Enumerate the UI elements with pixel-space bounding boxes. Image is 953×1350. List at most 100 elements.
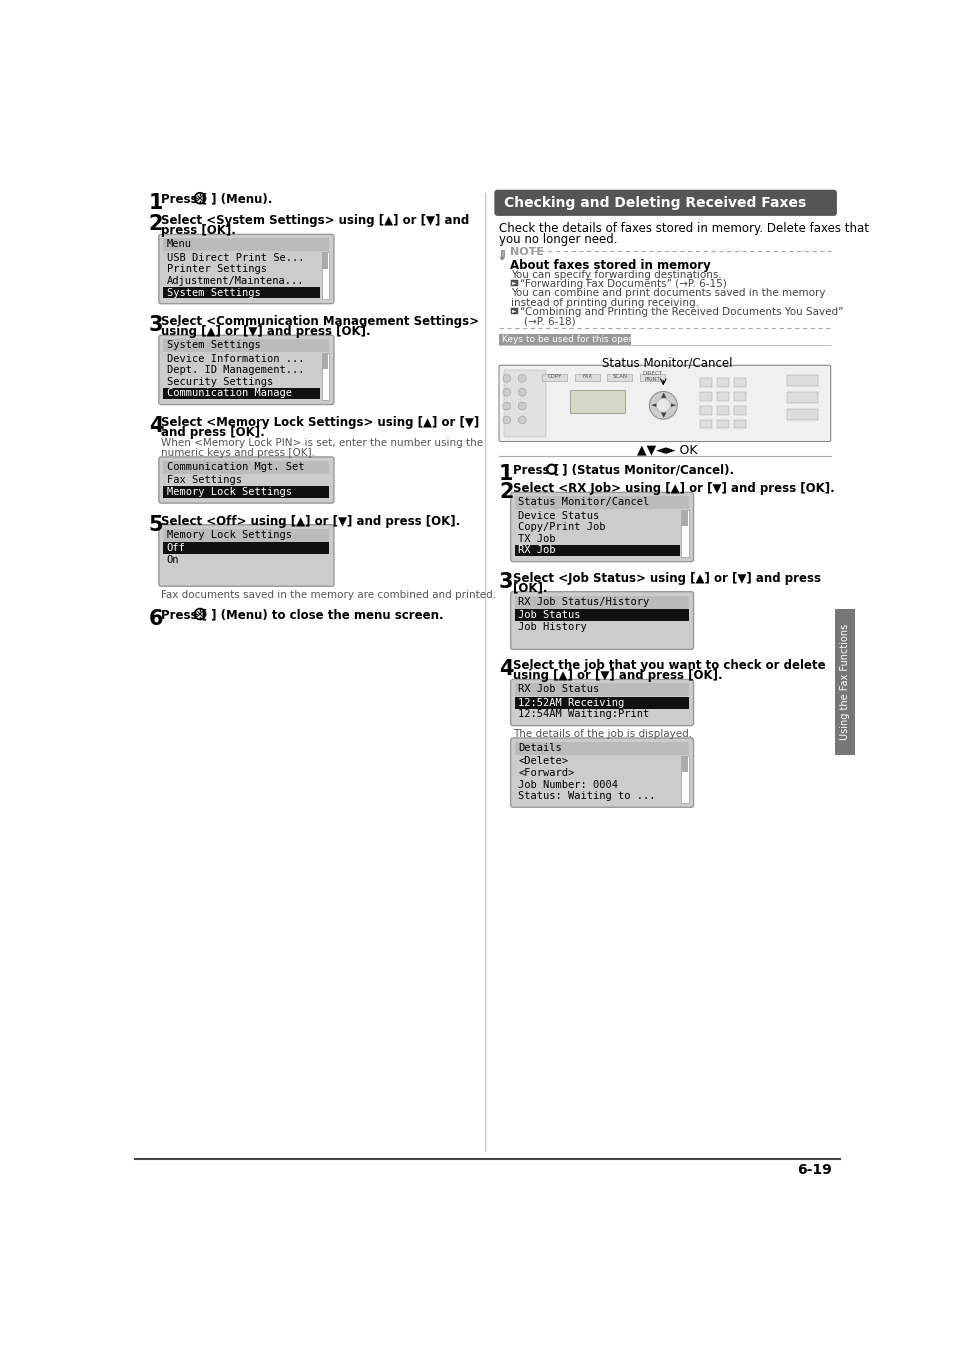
Bar [163,286,319,298]
Text: System Settings: System Settings [167,340,260,350]
Bar [680,510,688,558]
Bar [835,609,855,755]
Circle shape [502,416,510,424]
Text: 2: 2 [149,215,163,235]
Text: Memory Lock Settings: Memory Lock Settings [167,487,292,497]
Bar [322,352,328,370]
FancyBboxPatch shape [158,335,334,405]
Text: ] (Menu).: ] (Menu). [207,193,272,205]
Text: ►: ► [512,308,517,313]
Text: Communication Manage: Communication Manage [167,389,292,398]
Text: On: On [167,555,179,564]
Text: 1: 1 [149,193,163,213]
Text: Press [: Press [ [161,193,211,205]
Bar [733,406,745,414]
Text: press [OK].: press [OK]. [161,224,235,238]
Bar [607,374,632,382]
Text: Security Settings: Security Settings [167,377,273,387]
Bar [515,741,688,755]
Text: Using the Fax Functions: Using the Fax Functions [840,624,849,740]
FancyBboxPatch shape [158,235,334,304]
Bar [498,335,630,346]
Text: ▼: ▼ [659,412,665,418]
FancyBboxPatch shape [510,679,693,726]
Bar [699,378,711,387]
Text: Select <Job Status> using [▲] or [▼] and press: Select <Job Status> using [▲] or [▼] and… [513,571,821,585]
Bar [699,393,711,401]
Bar [699,406,711,414]
Text: Printer Settings: Printer Settings [167,265,266,274]
Bar [699,420,711,428]
Text: The details of the job is displayed.: The details of the job is displayed. [513,729,691,740]
Text: Select <Communication Management Settings>: Select <Communication Management Setting… [161,316,478,328]
Bar [680,756,688,803]
Text: Fax documents saved in the memory are combined and printed.: Fax documents saved in the memory are co… [161,590,496,601]
Text: <Delete>: <Delete> [517,756,568,767]
Text: When <Memory Lock PIN> is set, enter the number using the: When <Memory Lock PIN> is set, enter the… [161,439,483,448]
Text: you no longer need.: you no longer need. [498,232,617,246]
Bar [733,378,745,387]
Bar [515,697,688,709]
Text: Job Status: Job Status [517,610,580,620]
Polygon shape [500,258,503,259]
Text: Menu: Menu [167,239,192,250]
Text: Select <Memory Lock Settings> using [▲] or [▼]: Select <Memory Lock Settings> using [▲] … [161,416,478,429]
Circle shape [502,389,510,396]
Text: NOTE: NOTE [509,247,543,256]
Text: USB Direct Print Se...: USB Direct Print Se... [167,252,304,263]
FancyBboxPatch shape [510,493,693,562]
Text: RX Job Status: RX Job Status [517,684,599,694]
Bar [515,683,688,697]
FancyBboxPatch shape [158,525,334,586]
Text: 2: 2 [498,482,513,502]
Bar [716,406,728,414]
Text: Select the job that you want to check or delete: Select the job that you want to check or… [513,659,824,672]
Text: FAX: FAX [581,374,592,379]
Text: RX Job Status/History: RX Job Status/History [517,597,649,606]
Bar [163,528,329,541]
Text: 12:52AM Receiving: 12:52AM Receiving [517,698,624,707]
Text: DIRECT
PRINT: DIRECT PRINT [641,371,661,382]
Bar [575,374,599,382]
Text: “Combining and Printing the Received Documents You Saved”: “Combining and Printing the Received Doc… [519,306,842,317]
Text: Details: Details [517,743,561,753]
Text: Off: Off [167,543,185,554]
Bar [681,756,687,772]
Text: 6-19: 6-19 [797,1162,831,1177]
Text: <Forward>: <Forward> [517,768,574,778]
Text: 5: 5 [149,514,163,535]
Bar [163,387,319,400]
Text: ◄: ◄ [650,402,656,408]
Bar [733,420,745,428]
Text: System Settings: System Settings [167,288,260,297]
Text: Press [: Press [ [161,609,211,621]
Bar [570,390,624,413]
Circle shape [517,402,525,410]
Bar [515,595,688,609]
Bar [163,460,329,474]
Text: ▲: ▲ [659,393,665,398]
Text: Status Monitor/Cancel: Status Monitor/Cancel [517,497,649,508]
Circle shape [656,398,670,412]
Text: About faxes stored in memory: About faxes stored in memory [509,259,710,271]
Text: 3: 3 [149,316,163,335]
Circle shape [502,374,510,382]
Text: 4: 4 [498,659,513,679]
Text: 4: 4 [149,416,163,436]
Bar [511,279,517,286]
Text: Job Number: 0004: Job Number: 0004 [517,779,618,790]
Bar [733,393,745,401]
Bar [321,252,329,300]
Text: ▲▼◄► OK: ▲▼◄► OK [637,444,697,456]
Circle shape [502,402,510,410]
Bar [515,497,688,509]
Bar [639,374,664,382]
Text: [OK].: [OK]. [513,582,547,594]
Bar [716,420,728,428]
Bar [500,250,504,258]
Text: 1: 1 [498,464,513,483]
Bar [511,308,517,313]
Bar [515,609,688,621]
Bar [515,544,679,556]
Text: Press [: Press [ [513,464,562,477]
